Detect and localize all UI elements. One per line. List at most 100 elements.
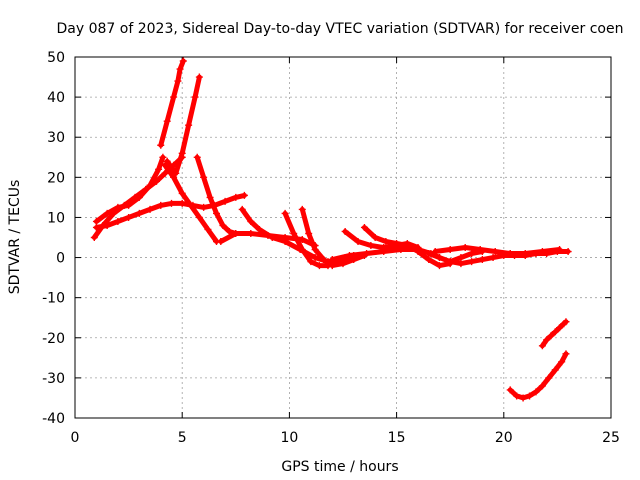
data-point <box>135 209 143 217</box>
data-point <box>170 93 178 101</box>
data-point <box>538 248 546 256</box>
data-point <box>564 248 572 256</box>
y-tick-label: -40 <box>42 411 65 427</box>
data-point <box>538 382 546 390</box>
series-line <box>447 249 485 265</box>
series-track-03 <box>157 57 187 149</box>
data-point <box>543 336 551 344</box>
data-point <box>146 181 154 189</box>
data-point <box>435 262 443 270</box>
data-point <box>307 258 315 266</box>
series-track-19 <box>538 318 570 350</box>
data-point <box>305 229 313 237</box>
data-point <box>545 374 553 382</box>
data-point <box>328 262 336 270</box>
data-point <box>298 205 306 213</box>
data-point <box>298 236 306 244</box>
data-point <box>558 358 566 366</box>
data-point <box>163 117 171 125</box>
data-point <box>393 240 401 248</box>
x-tick-label: 15 <box>388 430 406 446</box>
data-point <box>206 193 214 201</box>
data-point <box>178 189 186 197</box>
data-point <box>221 197 229 205</box>
series-line <box>507 351 569 401</box>
data-point <box>382 238 390 246</box>
data-point <box>562 350 570 358</box>
x-tick-label: 0 <box>71 430 80 446</box>
data-point <box>397 246 405 254</box>
data-point <box>367 242 375 250</box>
data-point <box>167 199 175 207</box>
data-point <box>562 318 570 326</box>
data-point <box>489 254 497 262</box>
y-tick-label: 40 <box>47 90 65 106</box>
data-point <box>551 366 559 374</box>
data-point <box>114 217 122 225</box>
y-tick-label: 50 <box>47 50 65 66</box>
data-point <box>225 227 233 235</box>
data-point <box>556 324 564 332</box>
y-tick-label: -30 <box>42 371 65 387</box>
series-line <box>299 206 367 269</box>
plot-frame <box>74 56 612 419</box>
data-point <box>506 386 514 394</box>
data-point <box>185 121 193 129</box>
data-point <box>363 250 371 258</box>
data-point <box>200 173 208 181</box>
y-tick-label: 0 <box>56 251 65 267</box>
data-point <box>161 169 169 177</box>
series-line <box>93 154 166 224</box>
y-tick-label: 20 <box>47 170 65 186</box>
data-point <box>170 173 178 181</box>
y-tick-label: -10 <box>42 291 65 307</box>
data-point <box>551 328 559 336</box>
data-point <box>311 254 319 262</box>
data-point <box>204 225 212 233</box>
data-point <box>146 205 154 213</box>
data-point <box>345 252 353 260</box>
data-point <box>247 217 255 225</box>
data-point <box>247 229 255 237</box>
series-track-16 <box>431 244 564 258</box>
data-point <box>240 191 248 199</box>
x-tick-label: 10 <box>280 430 298 446</box>
data-point <box>90 234 98 241</box>
data-point <box>92 223 100 231</box>
data-point <box>281 209 289 217</box>
data-point <box>232 193 240 201</box>
series-track-05 <box>92 191 248 231</box>
series-line <box>158 58 186 148</box>
data-point <box>178 149 186 157</box>
data-point <box>298 246 306 254</box>
data-point <box>315 262 323 270</box>
series-line <box>432 245 562 256</box>
data-point <box>255 225 263 233</box>
data-point <box>354 238 362 246</box>
data-point <box>179 57 187 65</box>
x-tick-label: 20 <box>495 430 513 446</box>
data-point <box>193 153 201 161</box>
series-track-07 <box>193 153 240 237</box>
data-point <box>339 260 347 268</box>
series-track-11 <box>298 205 368 270</box>
data-point <box>103 221 111 229</box>
data-point <box>478 256 486 264</box>
data-point <box>526 392 534 400</box>
series-line <box>164 74 202 176</box>
series-line <box>539 319 569 349</box>
data-point <box>547 332 555 340</box>
data-point <box>341 227 349 235</box>
x-tick-label: 5 <box>178 430 187 446</box>
data-point <box>187 201 195 209</box>
y-tick-label: 30 <box>47 130 65 146</box>
y-axis-label: SDTVAR / TECUs <box>7 180 23 295</box>
data-point <box>461 244 469 252</box>
data-point <box>195 213 203 221</box>
data-point <box>457 254 465 262</box>
data-point <box>521 250 529 258</box>
data-point <box>371 234 379 241</box>
data-point <box>556 246 564 254</box>
data-point <box>159 153 167 161</box>
grid <box>75 57 611 418</box>
